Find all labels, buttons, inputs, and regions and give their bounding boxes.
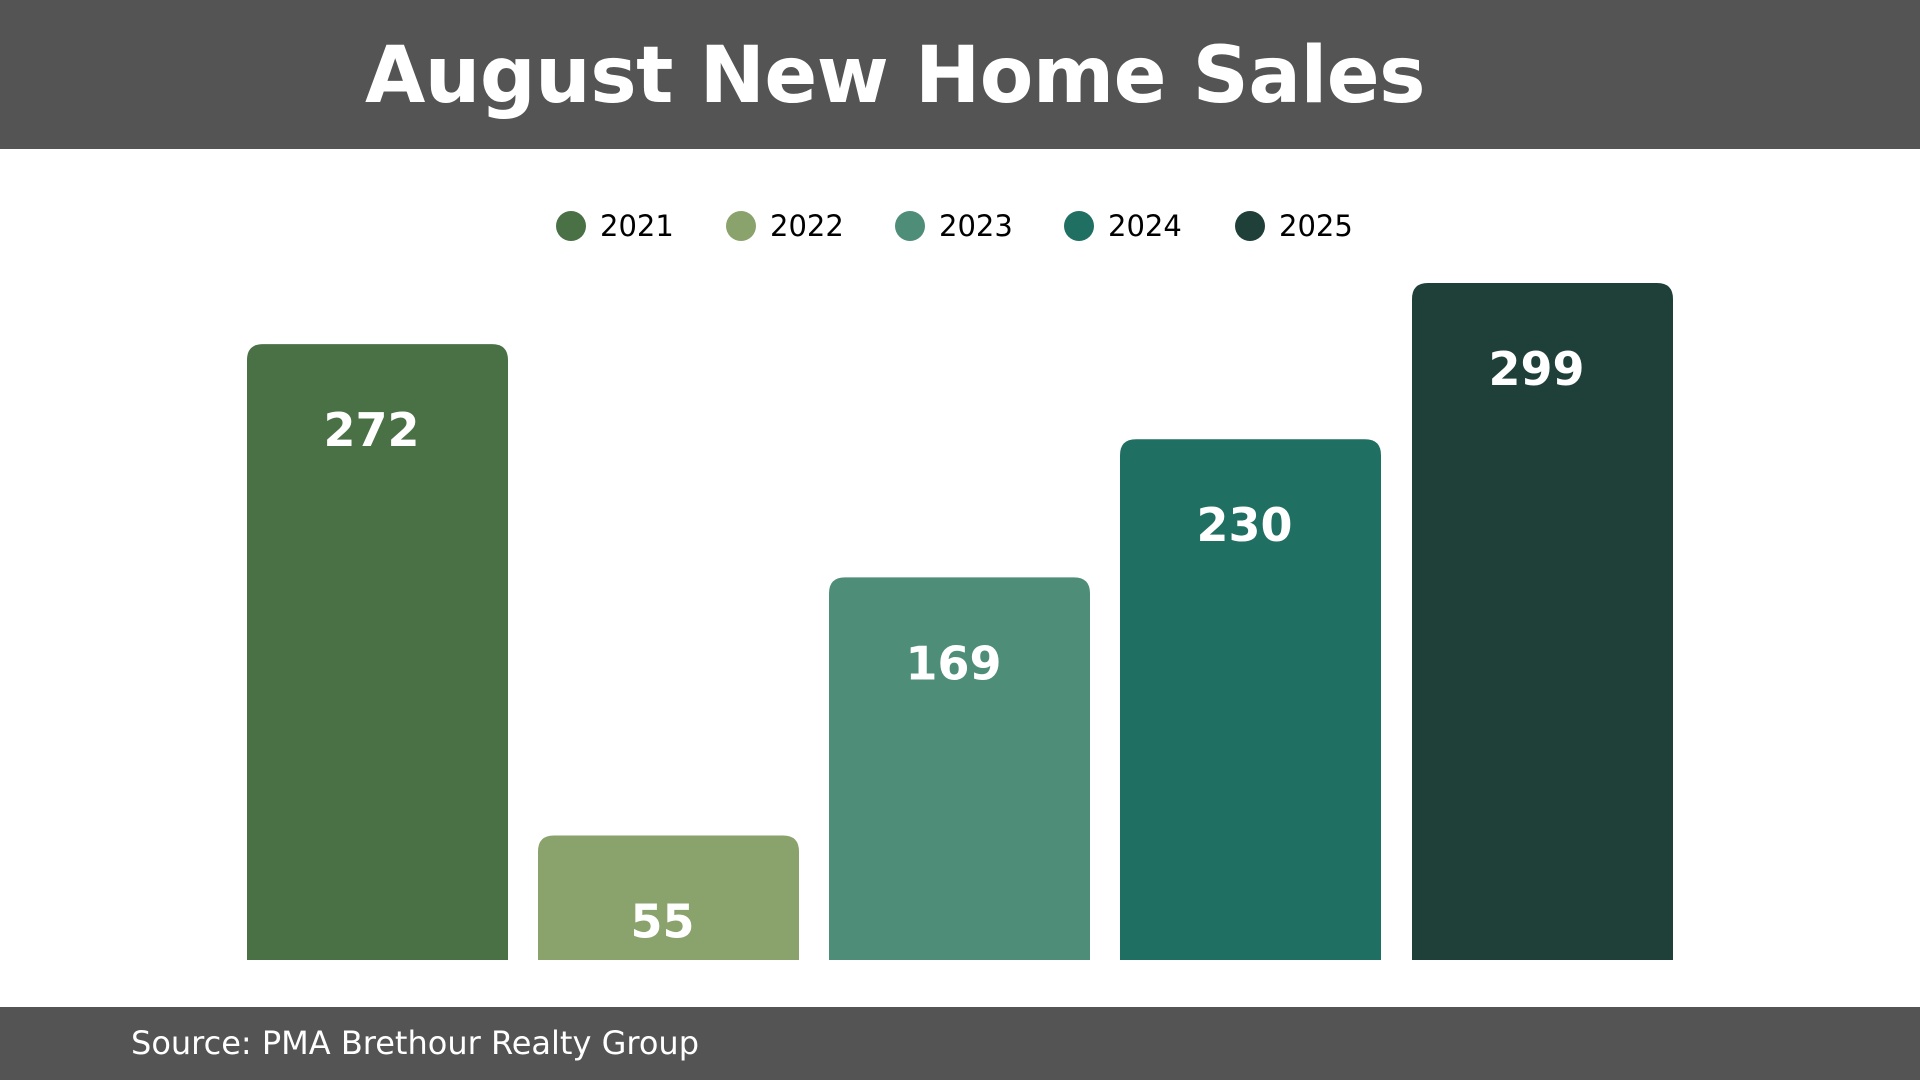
source-footer: Source: PMA Brethour Realty Group	[0, 1007, 1920, 1080]
legend-label-2022: 2022	[770, 209, 844, 243]
data-label-2024: 230	[1196, 498, 1292, 552]
bar-2024	[1120, 439, 1381, 960]
data-label-2021: 272	[323, 403, 419, 457]
bar-2022	[538, 835, 799, 960]
legend-swatch-2025	[1235, 211, 1265, 241]
chart-legend: 2021 2022 2023 2024 2025	[0, 206, 1920, 246]
chart-title: August New Home Sales	[364, 31, 1426, 121]
data-label-2023: 169	[905, 636, 1001, 690]
legend-label-2023: 2023	[939, 209, 1013, 243]
legend-swatch-2022	[726, 211, 756, 241]
source-text: Source: PMA Brethour Realty Group	[131, 1024, 699, 1062]
legend-swatch-2024	[1064, 211, 1094, 241]
bar-2023	[829, 577, 1090, 960]
bar-2021	[247, 344, 508, 960]
title-banner: August New Home Sales	[0, 0, 1920, 149]
legend-label-2021: 2021	[600, 209, 674, 243]
legend-swatch-2023	[895, 211, 925, 241]
data-label-2025: 299	[1488, 342, 1584, 396]
bar-chart: 272 55 169 230 299	[247, 283, 1673, 960]
legend-label-2024: 2024	[1108, 209, 1182, 243]
data-label-2022: 55	[630, 894, 694, 948]
legend-swatch-2021	[556, 211, 586, 241]
legend-label-2025: 2025	[1279, 209, 1353, 243]
bar-2025	[1412, 283, 1673, 960]
